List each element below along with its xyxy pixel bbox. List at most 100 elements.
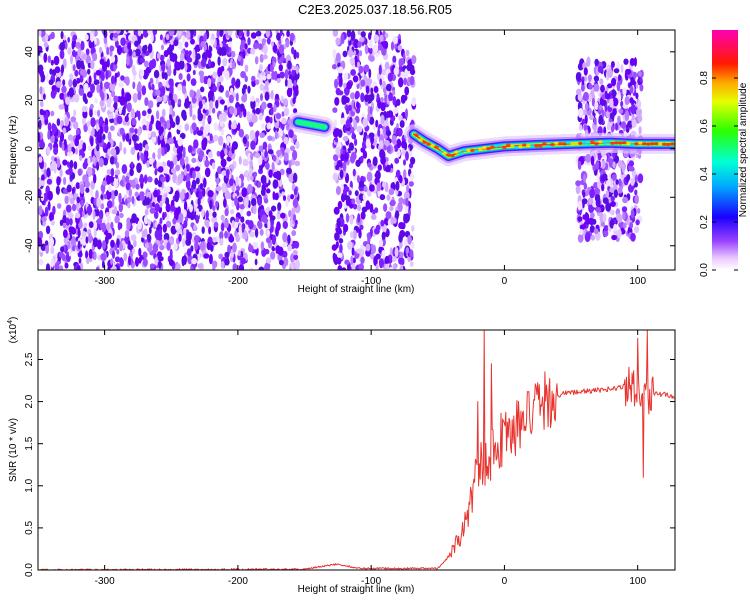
noise-speck bbox=[150, 131, 157, 138]
noise-speck bbox=[279, 71, 285, 79]
noise-speck bbox=[593, 83, 600, 92]
noise-speck bbox=[219, 150, 226, 157]
noise-speck bbox=[81, 231, 87, 239]
noise-speck bbox=[374, 228, 380, 235]
signal-blob bbox=[618, 141, 623, 145]
noise-speck bbox=[137, 151, 140, 161]
noise-speck bbox=[289, 145, 296, 152]
noise-speck bbox=[56, 176, 61, 186]
noise-speck bbox=[583, 173, 587, 183]
noise-speck bbox=[103, 30, 108, 39]
y-tick-label: 20 bbox=[24, 94, 35, 106]
noise-speck bbox=[362, 150, 368, 159]
noise-speck bbox=[148, 226, 152, 234]
noise-speck bbox=[365, 85, 370, 94]
noise-speck bbox=[369, 116, 375, 125]
noise-speck bbox=[617, 228, 622, 239]
colorbar-tick-label: 0.4 bbox=[699, 167, 710, 181]
noise-speck bbox=[634, 174, 638, 184]
noise-speck bbox=[100, 91, 105, 101]
noise-speck bbox=[286, 167, 292, 175]
noise-speck bbox=[90, 180, 95, 190]
noise-speck bbox=[288, 129, 294, 139]
noise-speck bbox=[90, 196, 95, 204]
signal-blob bbox=[518, 145, 523, 149]
noise-speck bbox=[403, 191, 410, 200]
noise-speck bbox=[398, 77, 404, 88]
noise-speck bbox=[128, 188, 132, 197]
noise-speck bbox=[240, 71, 247, 79]
noise-speck bbox=[39, 140, 45, 150]
noise-speck bbox=[339, 243, 343, 253]
noise-speck bbox=[50, 220, 55, 226]
noise-speck bbox=[381, 47, 387, 56]
noise-speck bbox=[293, 80, 297, 87]
noise-speck bbox=[113, 95, 119, 103]
noise-speck bbox=[142, 45, 147, 54]
noise-speck bbox=[68, 226, 75, 232]
noise-speck bbox=[609, 98, 614, 108]
noise-speck bbox=[220, 222, 225, 232]
noise-speck bbox=[270, 65, 274, 71]
noise-speck bbox=[125, 182, 131, 191]
figure-title: C2E3.2025.037.18.56.R05 bbox=[298, 2, 452, 17]
noise-speck bbox=[406, 184, 410, 193]
noise-speck bbox=[369, 203, 374, 213]
noise-speck bbox=[167, 66, 172, 77]
noise-speck bbox=[108, 113, 114, 119]
noise-speck bbox=[87, 145, 93, 152]
noise-speck bbox=[391, 135, 397, 145]
noise-speck bbox=[271, 161, 275, 173]
noise-speck bbox=[201, 117, 206, 128]
noise-speck bbox=[597, 153, 602, 161]
noise-speck bbox=[151, 135, 157, 144]
noise-speck bbox=[273, 70, 278, 81]
noise-speck bbox=[287, 244, 293, 252]
noise-speck bbox=[60, 30, 64, 40]
noise-speck bbox=[253, 171, 258, 178]
noise-speck bbox=[334, 78, 339, 89]
noise-speck bbox=[114, 205, 117, 214]
noise-speck bbox=[602, 213, 607, 223]
noise-speck bbox=[75, 134, 81, 140]
noise-speck bbox=[83, 222, 88, 229]
noise-speck bbox=[237, 250, 241, 257]
noise-speck bbox=[271, 205, 277, 212]
noise-speck bbox=[612, 97, 619, 107]
noise-speck bbox=[73, 161, 78, 170]
signal-blob bbox=[566, 141, 571, 145]
noise-speck bbox=[268, 169, 273, 178]
noise-speck bbox=[350, 255, 354, 266]
noise-speck bbox=[244, 75, 248, 83]
noise-speck bbox=[267, 63, 271, 72]
noise-speck bbox=[613, 189, 619, 198]
noise-speck bbox=[288, 210, 292, 218]
noise-speck bbox=[584, 102, 589, 111]
noise-speck bbox=[368, 54, 372, 61]
noise-speck bbox=[133, 239, 137, 248]
noise-speck bbox=[92, 126, 95, 137]
noise-speck bbox=[380, 68, 387, 76]
noise-speck bbox=[157, 254, 162, 261]
noise-speck bbox=[181, 85, 187, 95]
noise-speck bbox=[82, 142, 87, 152]
noise-speck bbox=[363, 75, 368, 82]
noise-speck bbox=[242, 159, 249, 167]
noise-speck bbox=[133, 70, 137, 76]
noise-speck bbox=[247, 85, 251, 94]
noise-speck bbox=[137, 220, 142, 230]
noise-speck bbox=[583, 91, 589, 102]
noise-speck bbox=[356, 101, 360, 109]
noise-speck bbox=[88, 248, 94, 259]
noise-speck bbox=[224, 218, 229, 229]
noise-speck bbox=[294, 160, 301, 167]
noise-speck bbox=[259, 228, 264, 236]
noise-speck bbox=[335, 52, 341, 63]
noise-speck bbox=[165, 119, 171, 130]
noise-speck bbox=[405, 197, 409, 207]
noise-speck bbox=[54, 262, 60, 270]
noise-speck bbox=[259, 83, 265, 91]
y-tick-label: 1.0 bbox=[24, 478, 35, 492]
noise-speck bbox=[72, 34, 78, 41]
noise-speck bbox=[141, 110, 147, 117]
